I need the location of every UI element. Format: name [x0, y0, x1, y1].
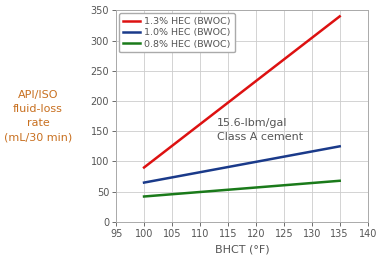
Line: 1.3% HEC (BWOC): 1.3% HEC (BWOC): [144, 16, 340, 167]
0.8% HEC (BWOC): [337, 179, 342, 182]
1.0% HEC (BWOC): [337, 145, 342, 148]
1.3% HEC (BWOC): [142, 166, 146, 169]
Legend: 1.3% HEC (BWOC), 1.0% HEC (BWOC), 0.8% HEC (BWOC): 1.3% HEC (BWOC), 1.0% HEC (BWOC), 0.8% H…: [119, 13, 235, 52]
Text: 15.6-lbm/gal
Class A cement: 15.6-lbm/gal Class A cement: [217, 118, 303, 142]
Line: 1.0% HEC (BWOC): 1.0% HEC (BWOC): [144, 146, 340, 183]
1.0% HEC (BWOC): [142, 181, 146, 184]
Line: 0.8% HEC (BWOC): 0.8% HEC (BWOC): [144, 181, 340, 197]
0.8% HEC (BWOC): [142, 195, 146, 198]
Text: API/ISO
fluid-loss
rate
(mL/30 min): API/ISO fluid-loss rate (mL/30 min): [4, 90, 72, 142]
X-axis label: BHCT (°F): BHCT (°F): [214, 244, 269, 254]
1.3% HEC (BWOC): [337, 15, 342, 18]
